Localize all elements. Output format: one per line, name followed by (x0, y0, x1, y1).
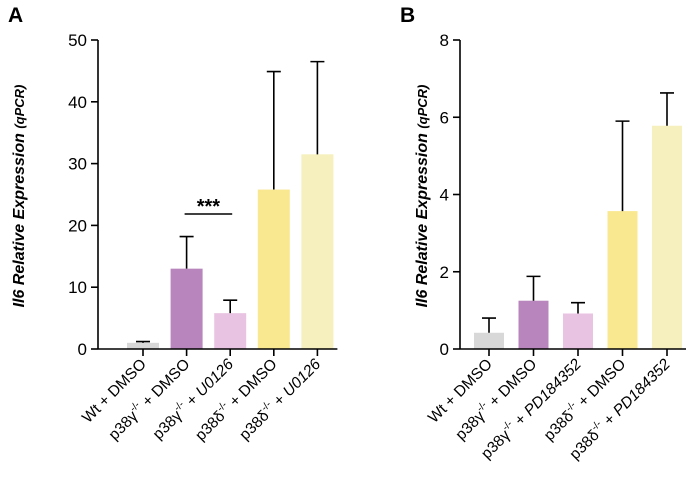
y-axis-label: Il6 Relative Expression (qPCR) (414, 85, 431, 308)
error-bar-3 (571, 301, 585, 314)
y-tick-label: 20 (68, 216, 87, 235)
y-tick-label: 0 (440, 340, 449, 359)
y-tick-label: 8 (440, 31, 449, 50)
panel-label: B (400, 4, 415, 27)
y-tick-label: 10 (68, 278, 87, 297)
x-category-label: Wt + DMSO (425, 356, 496, 427)
y-tick-label: 6 (440, 108, 449, 127)
bar-3 (214, 313, 247, 349)
bar-1 (474, 332, 504, 349)
category-prefix: Wt + DMSO (425, 356, 496, 427)
significance-label: *** (197, 196, 221, 218)
y-axis-label-sub: (qPCR) (415, 85, 430, 129)
bar-4 (257, 189, 290, 349)
y-tick-label: 2 (440, 263, 449, 282)
bar-2 (518, 300, 549, 349)
error-bar-4 (266, 70, 281, 190)
bar-1 (127, 342, 159, 349)
bar-2 (170, 268, 203, 349)
bar-3 (563, 313, 593, 349)
error-bar-5 (310, 60, 325, 155)
error-bar-4 (615, 120, 630, 212)
y-tick-label: 40 (68, 93, 87, 112)
y-tick-label: 4 (440, 186, 449, 205)
error-bar-3 (223, 299, 238, 314)
bar-5 (652, 125, 682, 349)
y-tick-label: 0 (78, 340, 87, 359)
error-bar-1 (136, 340, 150, 343)
x-category-label: Wt + DMSO (79, 356, 150, 427)
panel-b: B Il6 Relative Expression (qPCR) 0 2 4 6 8 Wt +… (400, 4, 686, 463)
y-tick-label: 50 (68, 31, 87, 50)
y-axis-label-main: Il6 Relative Expression (11, 129, 28, 308)
y-axis-label-sub: (qPCR) (12, 85, 27, 129)
category-treatment: U0126 (280, 356, 325, 401)
panel-label: A (8, 4, 23, 27)
category-prefix: Wt + DMSO (79, 356, 150, 427)
y-tick-label: 30 (68, 155, 87, 174)
error-bar-2 (179, 235, 194, 269)
bar-4 (607, 211, 638, 349)
panel-a: A Il6 Relative Expression (qPCR) 0 10 20 30 40… (8, 4, 338, 444)
error-bar-2 (526, 275, 541, 301)
error-bar-5 (660, 92, 674, 126)
y-axis-label-main: Il6 Relative Expression (414, 129, 431, 308)
bar-5 (301, 154, 334, 349)
y-axis-label: Il6 Relative Expression (qPCR) (11, 85, 28, 308)
error-bar-1 (482, 317, 496, 333)
